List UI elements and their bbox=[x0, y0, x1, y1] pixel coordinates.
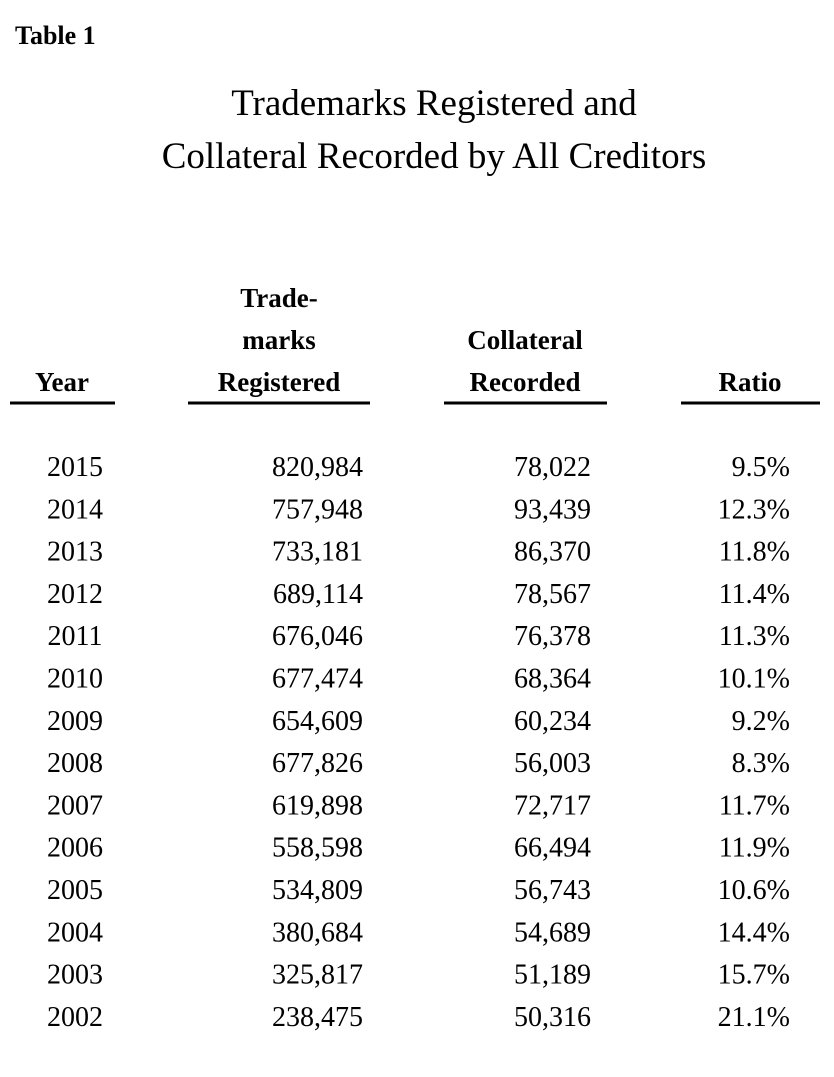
table-cell: 51,189 bbox=[514, 960, 591, 991]
table-cell: 2007 bbox=[47, 790, 103, 821]
table-cell: 11.9% bbox=[719, 833, 790, 864]
table-cell: 86,370 bbox=[514, 537, 591, 568]
table-cell: 325,817 bbox=[272, 960, 363, 991]
table-cell: 2003 bbox=[47, 960, 103, 991]
table-cell: 72,717 bbox=[514, 790, 591, 821]
table-cell: 2014 bbox=[47, 494, 103, 525]
table-cell: 2002 bbox=[47, 1002, 103, 1033]
table-cell: 10.1% bbox=[718, 664, 790, 695]
table-cell: 50,316 bbox=[514, 1002, 591, 1033]
table-cell: 238,475 bbox=[272, 1002, 363, 1033]
table-cell: 677,826 bbox=[272, 748, 363, 779]
table-cell: 8.3% bbox=[732, 748, 790, 779]
table-cell: 78,567 bbox=[514, 579, 591, 610]
table-cell: 56,743 bbox=[514, 875, 591, 906]
table-cell: 2010 bbox=[47, 664, 103, 695]
table-cell: 677,474 bbox=[272, 664, 363, 695]
table-cell: 14.4% bbox=[718, 917, 790, 948]
table-cell: 676,046 bbox=[272, 621, 363, 652]
table-cell: 12.3% bbox=[718, 494, 790, 525]
column-header: Registered bbox=[218, 367, 340, 397]
table-cell: 60,234 bbox=[514, 706, 591, 737]
title-line: Trademarks Registered and bbox=[231, 83, 637, 124]
column-header: Trade- bbox=[240, 283, 317, 313]
column-header: Recorded bbox=[470, 367, 581, 397]
column-header: Collateral bbox=[467, 325, 583, 355]
table-cell: 9.5% bbox=[732, 452, 790, 483]
table-cell: 619,898 bbox=[272, 790, 363, 821]
table-cell: 733,181 bbox=[272, 537, 363, 568]
table-cell: 54,689 bbox=[514, 917, 591, 948]
table-cell: 11.3% bbox=[719, 621, 790, 652]
table-cell: 76,378 bbox=[514, 621, 591, 652]
table-cell: 10.6% bbox=[718, 875, 790, 906]
table-cell: 9.2% bbox=[732, 706, 790, 737]
table-cell: 2008 bbox=[47, 748, 103, 779]
table-cell: 21.1% bbox=[718, 1002, 790, 1033]
table-cell: 2005 bbox=[47, 875, 103, 906]
table-cell: 15.7% bbox=[718, 960, 790, 991]
table-cell: 78,022 bbox=[514, 452, 591, 483]
table-cell: 66,494 bbox=[514, 833, 591, 864]
table-cell: 68,364 bbox=[514, 664, 591, 695]
table-cell: 11.4% bbox=[719, 579, 790, 610]
table-cell: 654,609 bbox=[272, 706, 363, 737]
table-cell: 380,684 bbox=[272, 917, 363, 948]
column-header: Year bbox=[35, 367, 89, 397]
table-cell: 558,598 bbox=[272, 833, 363, 864]
table-cell: 689,114 bbox=[273, 579, 363, 610]
table-cell: 820,984 bbox=[272, 452, 363, 483]
table-cell: 2006 bbox=[47, 833, 103, 864]
table-cell: 534,809 bbox=[272, 875, 363, 906]
table-cell: 2004 bbox=[47, 917, 103, 948]
table-cell: 11.7% bbox=[719, 790, 790, 821]
table-cell: 93,439 bbox=[514, 494, 591, 525]
table-cell: 2012 bbox=[47, 579, 103, 610]
table-cell: 11.8% bbox=[719, 537, 790, 568]
column-header: marks bbox=[242, 325, 316, 355]
table-cell: 56,003 bbox=[514, 748, 591, 779]
table-cell: 2013 bbox=[47, 537, 103, 568]
table-cell: 2015 bbox=[47, 452, 103, 483]
title-line: Collateral Recorded by All Creditors bbox=[162, 136, 707, 177]
table-cell: 2009 bbox=[47, 706, 103, 737]
table-cell: 757,948 bbox=[272, 494, 363, 525]
table-label: Table 1 bbox=[15, 21, 96, 50]
table-cell: 2011 bbox=[48, 621, 103, 652]
column-header: Ratio bbox=[719, 367, 782, 397]
